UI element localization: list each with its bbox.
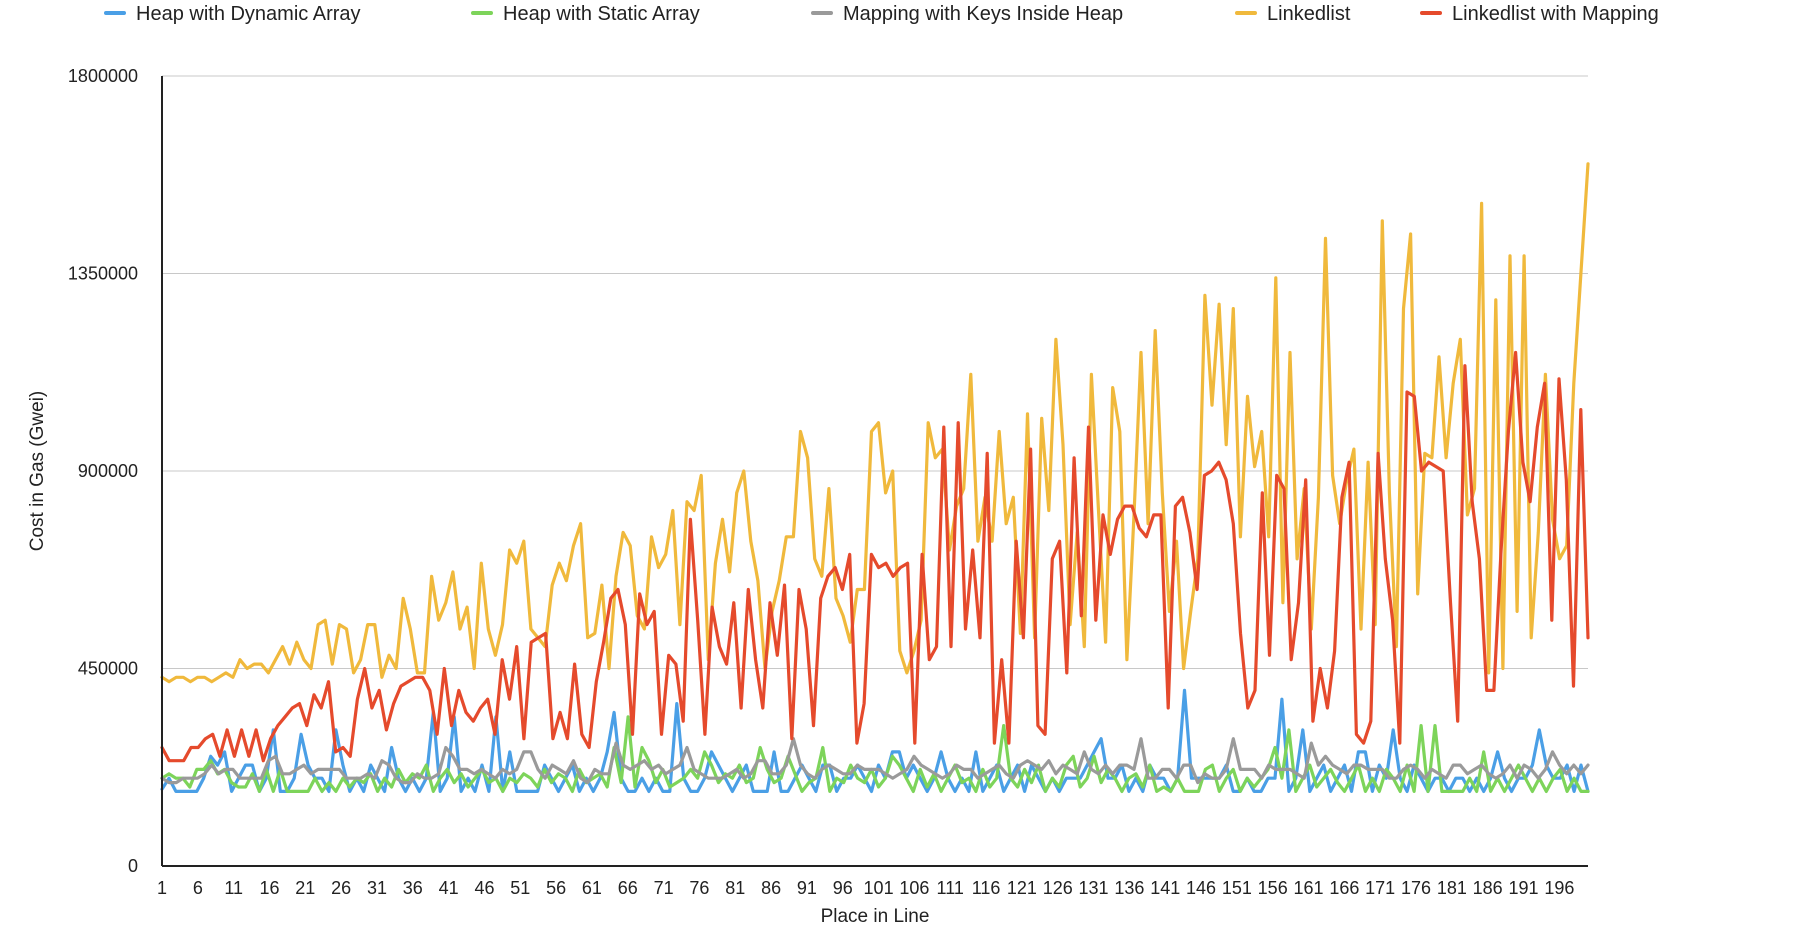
x-tick-label: 31: [367, 878, 387, 898]
x-tick-label: 56: [546, 878, 566, 898]
series-line-heap-with-static-array: [160, 715, 1590, 794]
x-tick-label: 86: [761, 878, 781, 898]
x-tick-label: 76: [689, 878, 709, 898]
y-tick-label: 0: [128, 856, 138, 876]
x-tick-label: 41: [439, 878, 459, 898]
x-tick-label: 46: [474, 878, 494, 898]
x-tick-label: 81: [725, 878, 745, 898]
x-tick-label: 131: [1079, 878, 1109, 898]
x-tick-label: 6: [193, 878, 203, 898]
y-tick-label: 1800000: [68, 66, 138, 86]
x-tick-label: 11: [224, 878, 243, 898]
x-tick-label: 141: [1150, 878, 1180, 898]
x-tick-label: 96: [833, 878, 853, 898]
x-tick-label: 171: [1365, 878, 1395, 898]
legend-label-linkedlist: Linkedlist: [1267, 3, 1351, 25]
x-tick-label: 181: [1437, 878, 1467, 898]
x-tick-label: 166: [1329, 878, 1359, 898]
x-tick-label: 186: [1473, 878, 1503, 898]
series-line-linkedlist-with-mapping: [160, 350, 1590, 763]
y-tick-label: 900000: [78, 461, 138, 481]
x-tick-label: 36: [403, 878, 423, 898]
x-tick-label: 21: [295, 878, 315, 898]
chart-legend: Heap with Dynamic Array Heap with Static …: [104, 3, 1659, 25]
x-tick-label: 1: [157, 878, 167, 898]
legend-label-mapping-with-keys-inside-heap: Mapping with Keys Inside Heap: [843, 3, 1123, 25]
x-tick-label: 136: [1114, 878, 1144, 898]
x-axis-title: Place in Line: [821, 906, 930, 927]
x-tick-label: 61: [582, 878, 602, 898]
x-tick-label: 16: [259, 878, 279, 898]
x-tick-label: 191: [1508, 878, 1538, 898]
x-tick-label: 91: [797, 878, 817, 898]
x-tick-label: 66: [618, 878, 638, 898]
x-tick-label: 126: [1043, 878, 1073, 898]
x-tick-label: 156: [1258, 878, 1288, 898]
legend-label-linkedlist-with-mapping: Linkedlist with Mapping: [1452, 3, 1659, 25]
x-tick-label: 51: [510, 878, 530, 898]
x-tick-label: 161: [1294, 878, 1324, 898]
y-tick-label: 450000: [78, 659, 138, 679]
x-tick-label: 196: [1544, 878, 1574, 898]
x-tick-label: 116: [972, 878, 1001, 898]
x-tick-label: 106: [899, 878, 929, 898]
x-tick-label: 26: [331, 878, 351, 898]
x-axis-ticks: 1 6 11 16 21 26 31 36 41 46 51 56 61 66 71 76 81 86 91 96 10…: [157, 878, 1574, 898]
y-axis-title: Cost in Gas (Gwei): [27, 391, 48, 551]
series-line-mapping-with-keys-inside-heap: [160, 737, 1590, 785]
x-tick-label: 71: [654, 878, 674, 898]
x-tick-label: 151: [1222, 878, 1252, 898]
y-tick-label: 1350000: [68, 264, 138, 284]
y-axis-ticks: 0 450000 900000 1350000 1800000: [68, 66, 138, 876]
x-tick-label: 146: [1186, 878, 1216, 898]
x-tick-label: 176: [1401, 878, 1431, 898]
x-tick-label: 101: [864, 878, 894, 898]
x-tick-label: 111: [937, 878, 964, 898]
legend-label-heap-with-dynamic-array: Heap with Dynamic Array: [136, 3, 361, 25]
legend-label-heap-with-static-array: Heap with Static Array: [503, 3, 700, 25]
series-lines: [160, 162, 1590, 794]
x-tick-label: 121: [1007, 878, 1037, 898]
